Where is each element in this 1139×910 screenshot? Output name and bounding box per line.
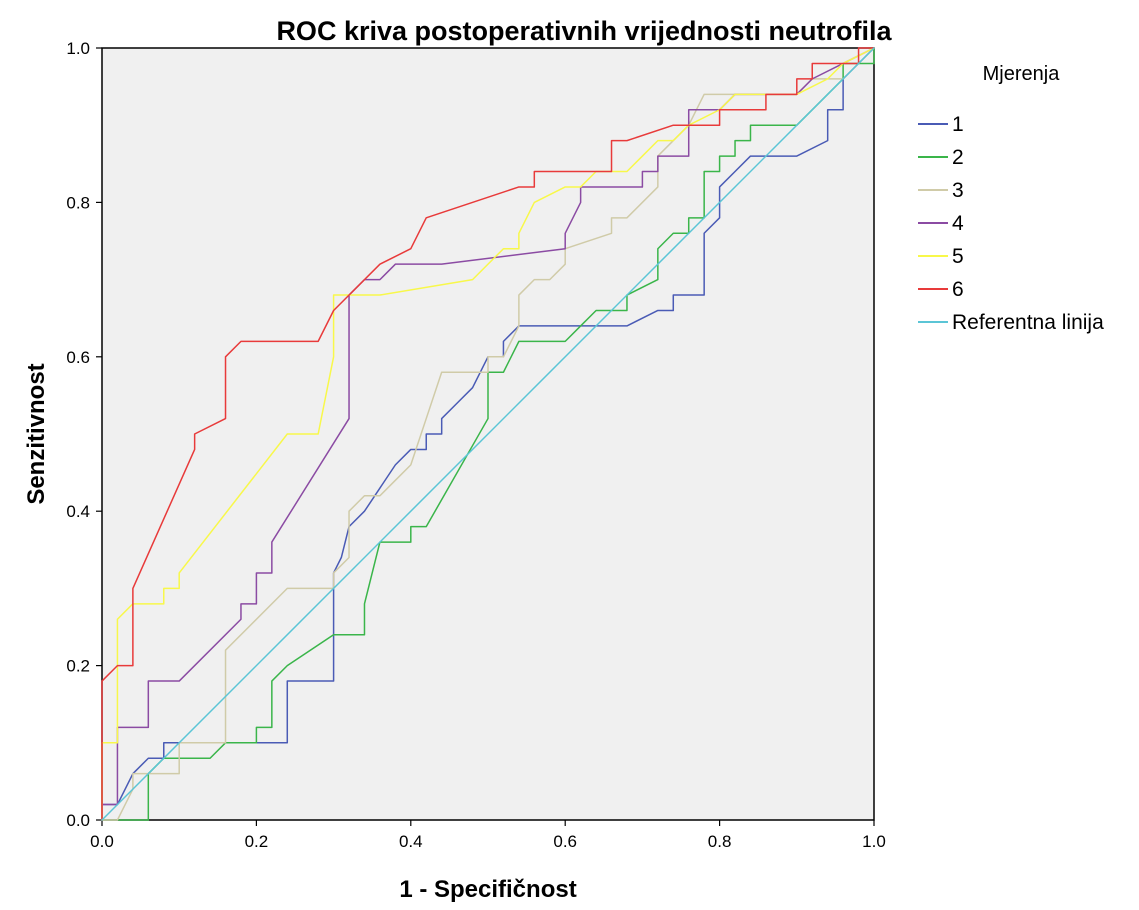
legend-label-1: 1 bbox=[952, 113, 964, 136]
series-layer bbox=[101, 47, 875, 821]
legend-label-2: 2 bbox=[952, 146, 964, 169]
series-line-4 bbox=[101, 47, 875, 821]
y-tick-label: 0.2 bbox=[66, 657, 90, 676]
legend-label-6: 6 bbox=[952, 278, 964, 301]
x-tick-label: 0.2 bbox=[245, 832, 269, 851]
x-tick-label: 0.8 bbox=[708, 832, 732, 851]
x-axis: 0.0 0.2 0.4 0.6 0.8 1.0 bbox=[90, 820, 886, 851]
chart-title: ROC kriva postoperativnih vrijednosti ne… bbox=[276, 16, 892, 46]
x-axis-label: 1 - Specifičnost bbox=[399, 876, 576, 903]
series-line-3 bbox=[101, 47, 875, 821]
y-axis-label: Senzitivnost bbox=[23, 363, 50, 504]
y-tick-label: 1.0 bbox=[66, 39, 90, 58]
x-tick-label: 1.0 bbox=[862, 832, 886, 851]
legend-label-3: 3 bbox=[952, 179, 964, 202]
y-tick-label: 0.0 bbox=[66, 811, 90, 830]
y-tick-label: 0.6 bbox=[66, 348, 90, 367]
legend-items: 1 2 3 4 5 6 Referentna linija bbox=[918, 113, 1104, 334]
legend: Mjerenja 1 2 3 4 5 6 Referentna linija bbox=[918, 63, 1104, 334]
legend-label-5: 5 bbox=[952, 245, 964, 268]
x-tick-label: 0.0 bbox=[90, 832, 114, 851]
x-tick-label: 0.6 bbox=[553, 832, 577, 851]
legend-title: Mjerenja bbox=[983, 63, 1061, 85]
series-line-2 bbox=[101, 47, 875, 821]
y-tick-label: 0.8 bbox=[66, 193, 90, 212]
series-line-1 bbox=[101, 47, 875, 821]
legend-label-7: Referentna linija bbox=[952, 311, 1104, 334]
series-line-6 bbox=[101, 47, 875, 821]
y-axis: 0.0 0.2 0.4 0.6 0.8 1.0 bbox=[66, 39, 102, 830]
series-line-7 bbox=[101, 47, 875, 821]
series-line-5 bbox=[101, 47, 875, 821]
x-tick-label: 0.4 bbox=[399, 832, 423, 851]
legend-label-4: 4 bbox=[952, 212, 964, 235]
y-tick-label: 0.4 bbox=[66, 502, 90, 521]
